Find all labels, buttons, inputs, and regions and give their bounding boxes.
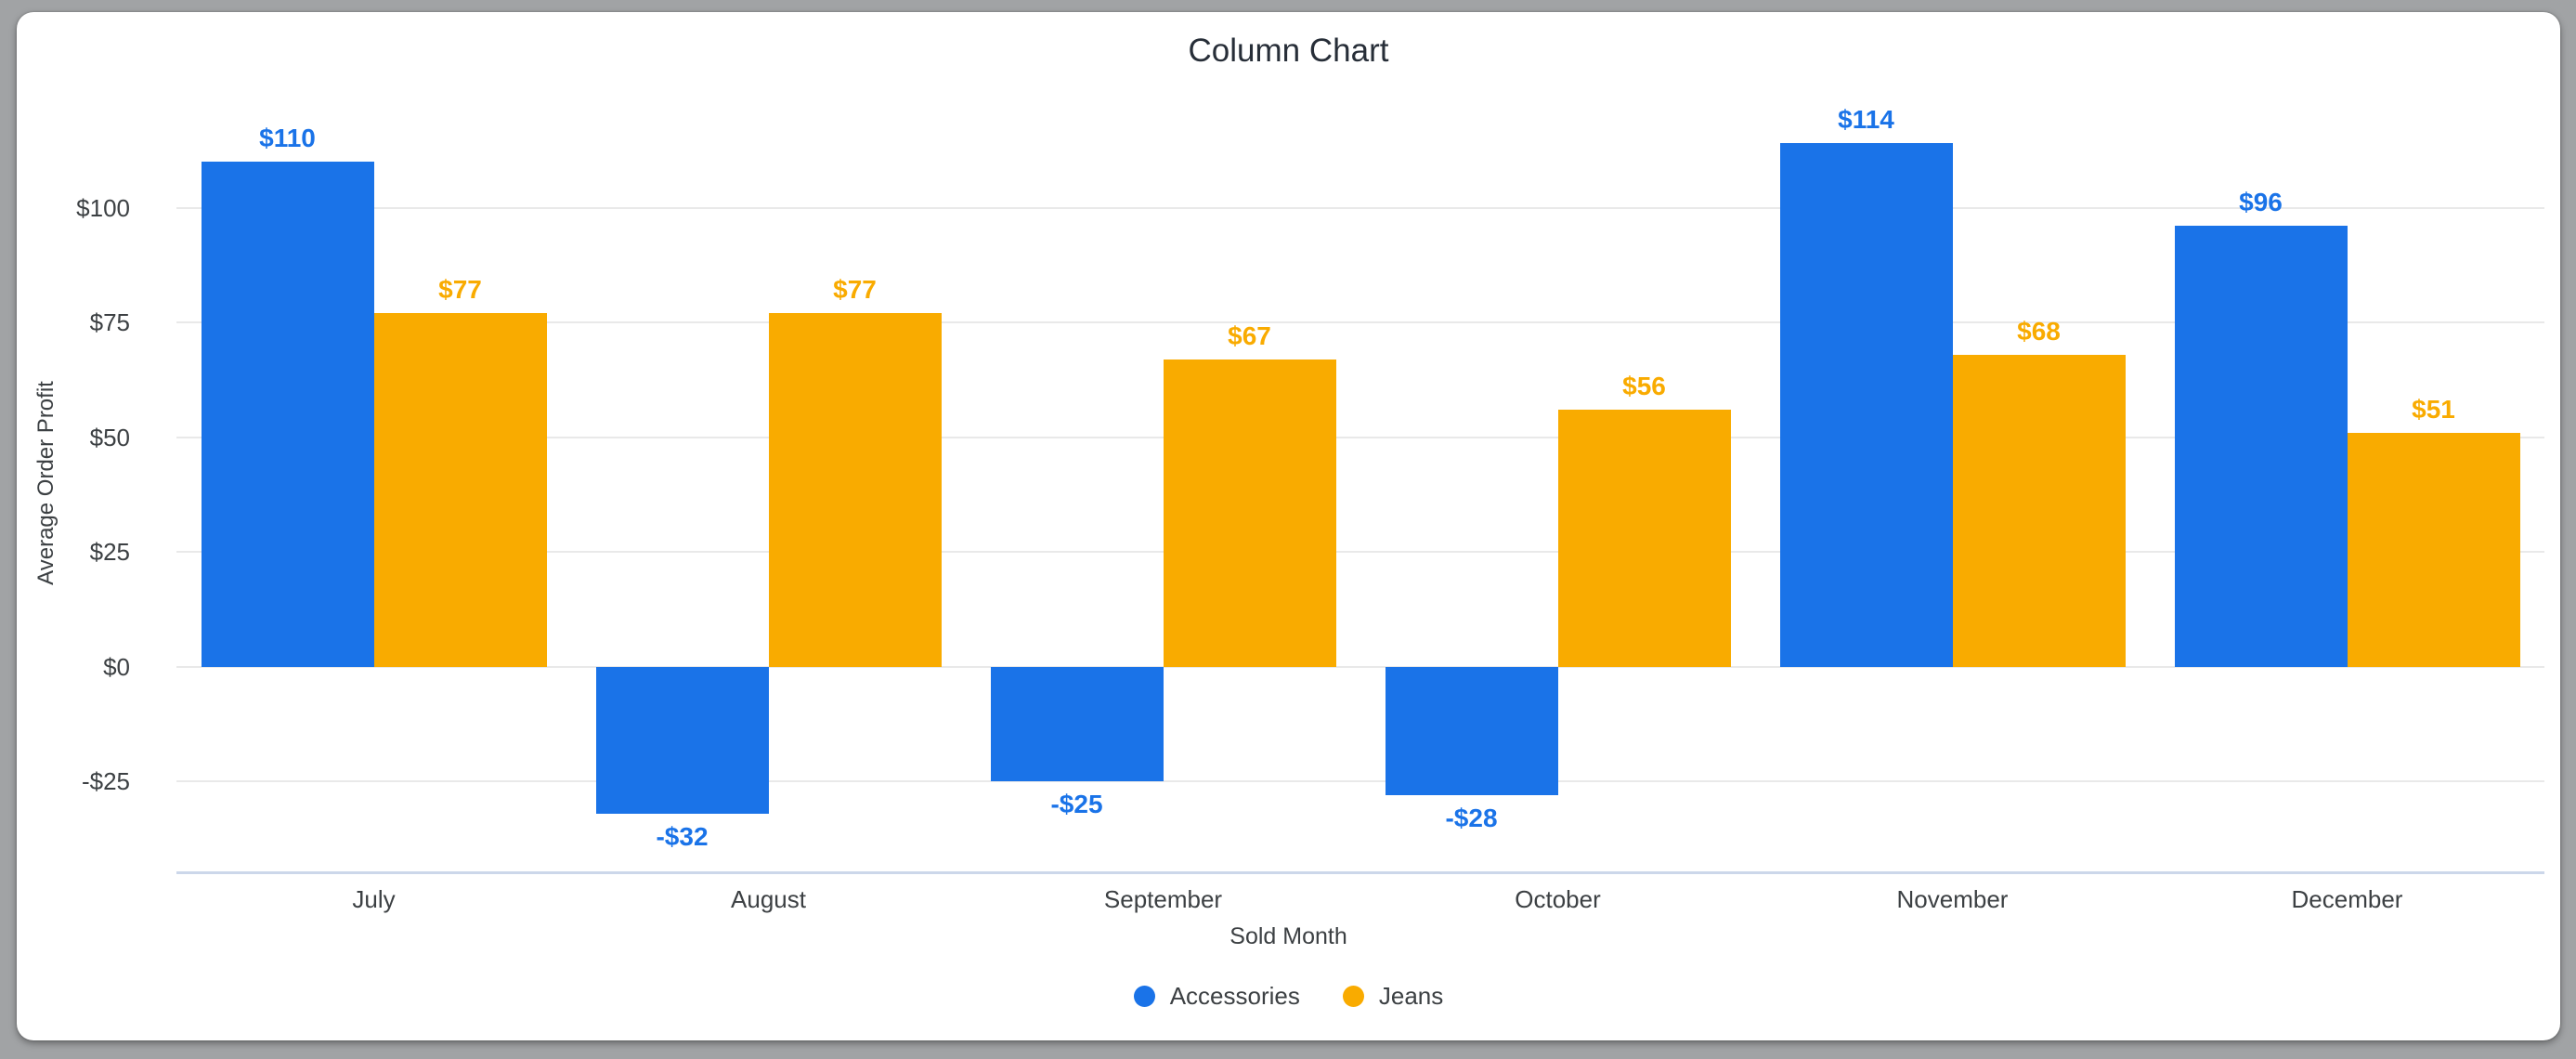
y-tick-label: -$25 (81, 767, 130, 796)
x-axis-title: Sold Month (1229, 923, 1347, 949)
bar-accessories-july[interactable] (201, 162, 374, 667)
gridline (176, 551, 2544, 554)
legend-item-accessories[interactable]: Accessories (1133, 982, 1300, 1010)
bar-value-label: $56 (1622, 371, 1666, 400)
y-tick-label: $100 (76, 193, 130, 222)
y-tick-label: $25 (89, 538, 130, 567)
y-tick-label: $75 (89, 308, 130, 337)
bar-value-label: $114 (1838, 105, 1894, 135)
bar-value-label: $68 (2017, 316, 2061, 346)
bar-jeans-december[interactable] (2347, 432, 2520, 667)
bar-jeans-october[interactable] (1557, 409, 1731, 667)
chart-card: Column Chart Average Order Profit Sold M… (17, 12, 2560, 1040)
gridline (176, 321, 2544, 324)
legend-item-jeans[interactable]: Jeans (1342, 982, 1444, 1010)
bar-accessories-november[interactable] (1779, 143, 1953, 667)
legend-swatch-icon (1342, 985, 1364, 1007)
bar-accessories-october[interactable] (1385, 666, 1558, 795)
bar-accessories-december[interactable] (2174, 226, 2348, 667)
bar-value-label: -$28 (1445, 804, 1498, 832)
bar-value-label: $77 (833, 275, 877, 305)
bar-accessories-september[interactable] (990, 666, 1164, 782)
legend: Accessories Jeans (17, 980, 2560, 1012)
x-tick-label: September (1103, 885, 1223, 913)
x-tick-label: July (352, 885, 396, 913)
bar-accessories-august[interactable] (595, 666, 769, 814)
bar-jeans-july[interactable] (373, 313, 547, 667)
bar-value-label: -$32 (656, 821, 709, 851)
legend-swatch-icon (1133, 985, 1155, 1007)
legend-label: Jeans (1378, 982, 1444, 1010)
gridline (176, 206, 2544, 209)
bar-value-label: -$25 (1050, 790, 1103, 819)
x-tick-label: October (1515, 885, 1601, 913)
chart-title: Column Chart (1188, 33, 1389, 69)
bar-value-label: $77 (438, 275, 482, 305)
bar-jeans-september[interactable] (1163, 359, 1336, 667)
bar-value-label: $67 (1228, 320, 1271, 350)
x-tick-label: December (2291, 885, 2403, 913)
bar-jeans-august[interactable] (768, 313, 942, 667)
gridline (176, 665, 2544, 668)
x-axis-baseline (176, 871, 2544, 874)
bar-value-label: $110 (259, 124, 316, 153)
y-tick-label: $0 (103, 652, 130, 681)
bar-jeans-november[interactable] (1952, 354, 2126, 667)
x-tick-label: August (731, 885, 806, 913)
gridline (176, 436, 2544, 438)
gridline (176, 780, 2544, 783)
bar-value-label: $51 (2412, 394, 2455, 424)
x-tick-label: November (1896, 885, 2009, 913)
legend-label: Accessories (1169, 982, 1300, 1010)
bar-value-label: $96 (2239, 188, 2283, 217)
y-tick-label: $50 (89, 423, 130, 451)
